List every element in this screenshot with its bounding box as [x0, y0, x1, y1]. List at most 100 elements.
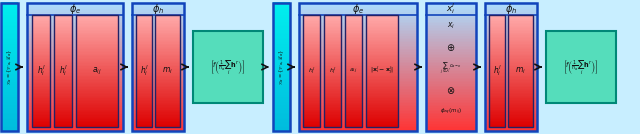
- Bar: [345, 42, 362, 44]
- Bar: [132, 70, 184, 72]
- Bar: [366, 103, 398, 105]
- Bar: [366, 69, 398, 71]
- Text: $m_i$: $m_i$: [515, 66, 526, 76]
- Bar: [345, 72, 362, 74]
- Bar: [489, 84, 505, 86]
- Bar: [132, 95, 184, 97]
- Bar: [32, 118, 50, 120]
- Bar: [426, 98, 476, 101]
- Bar: [345, 94, 362, 96]
- Bar: [345, 114, 362, 116]
- Bar: [303, 83, 320, 85]
- Bar: [324, 100, 341, 102]
- Bar: [54, 30, 72, 32]
- Bar: [426, 108, 476, 110]
- Bar: [155, 40, 180, 42]
- Bar: [27, 23, 123, 25]
- Bar: [426, 65, 476, 67]
- Bar: [426, 18, 476, 21]
- Bar: [366, 121, 398, 123]
- Bar: [54, 65, 72, 67]
- Bar: [27, 4, 123, 6]
- Bar: [132, 39, 184, 41]
- Bar: [1, 65, 18, 67]
- Bar: [1, 41, 18, 43]
- Bar: [299, 105, 417, 107]
- Bar: [155, 84, 180, 86]
- Bar: [155, 111, 180, 113]
- Bar: [136, 40, 152, 42]
- Bar: [324, 101, 341, 103]
- Bar: [54, 118, 72, 120]
- Bar: [76, 125, 118, 127]
- Bar: [489, 68, 505, 70]
- Bar: [508, 87, 533, 89]
- Bar: [54, 51, 72, 53]
- Bar: [1, 71, 18, 73]
- Bar: [27, 47, 123, 49]
- Bar: [489, 90, 505, 92]
- Bar: [426, 71, 476, 73]
- Text: $\otimes$: $\otimes$: [446, 85, 456, 96]
- Bar: [273, 87, 290, 89]
- Bar: [76, 91, 118, 93]
- Bar: [32, 125, 50, 127]
- Bar: [485, 74, 537, 77]
- Bar: [1, 58, 18, 61]
- Bar: [136, 86, 152, 88]
- Bar: [366, 38, 398, 40]
- Bar: [324, 118, 341, 120]
- Bar: [489, 83, 505, 85]
- Bar: [345, 124, 362, 126]
- Bar: [54, 100, 72, 102]
- Bar: [324, 90, 341, 92]
- Bar: [155, 121, 180, 123]
- Bar: [324, 114, 341, 116]
- Bar: [324, 69, 341, 71]
- Bar: [132, 118, 184, 120]
- Bar: [273, 23, 290, 25]
- Bar: [489, 65, 505, 67]
- Bar: [485, 10, 537, 13]
- Bar: [299, 74, 417, 77]
- Bar: [485, 126, 537, 128]
- Bar: [136, 124, 152, 126]
- Bar: [273, 18, 290, 21]
- Bar: [508, 76, 533, 78]
- Bar: [324, 112, 341, 114]
- Bar: [485, 95, 537, 97]
- Bar: [366, 111, 398, 113]
- Bar: [303, 42, 320, 44]
- Bar: [132, 62, 184, 64]
- Bar: [155, 73, 180, 75]
- Bar: [155, 28, 180, 30]
- Bar: [54, 59, 72, 61]
- Bar: [303, 45, 320, 47]
- Bar: [132, 113, 184, 115]
- Bar: [324, 16, 341, 18]
- Bar: [324, 14, 341, 16]
- Bar: [303, 28, 320, 30]
- Bar: [136, 30, 152, 32]
- Bar: [76, 111, 118, 113]
- Bar: [1, 90, 18, 93]
- Bar: [303, 117, 320, 119]
- Bar: [485, 23, 537, 25]
- Bar: [1, 73, 18, 75]
- Bar: [136, 63, 152, 65]
- Bar: [485, 42, 537, 45]
- Bar: [366, 66, 398, 68]
- Bar: [136, 65, 152, 67]
- Bar: [155, 119, 180, 121]
- Bar: [366, 23, 398, 25]
- Bar: [273, 113, 290, 115]
- Text: $a_{ij}$: $a_{ij}$: [349, 66, 358, 76]
- Bar: [193, 31, 263, 103]
- Bar: [489, 75, 505, 77]
- Bar: [489, 89, 505, 91]
- Bar: [27, 15, 123, 17]
- Bar: [299, 70, 417, 72]
- Bar: [1, 103, 18, 105]
- Bar: [366, 14, 398, 16]
- Bar: [155, 54, 180, 56]
